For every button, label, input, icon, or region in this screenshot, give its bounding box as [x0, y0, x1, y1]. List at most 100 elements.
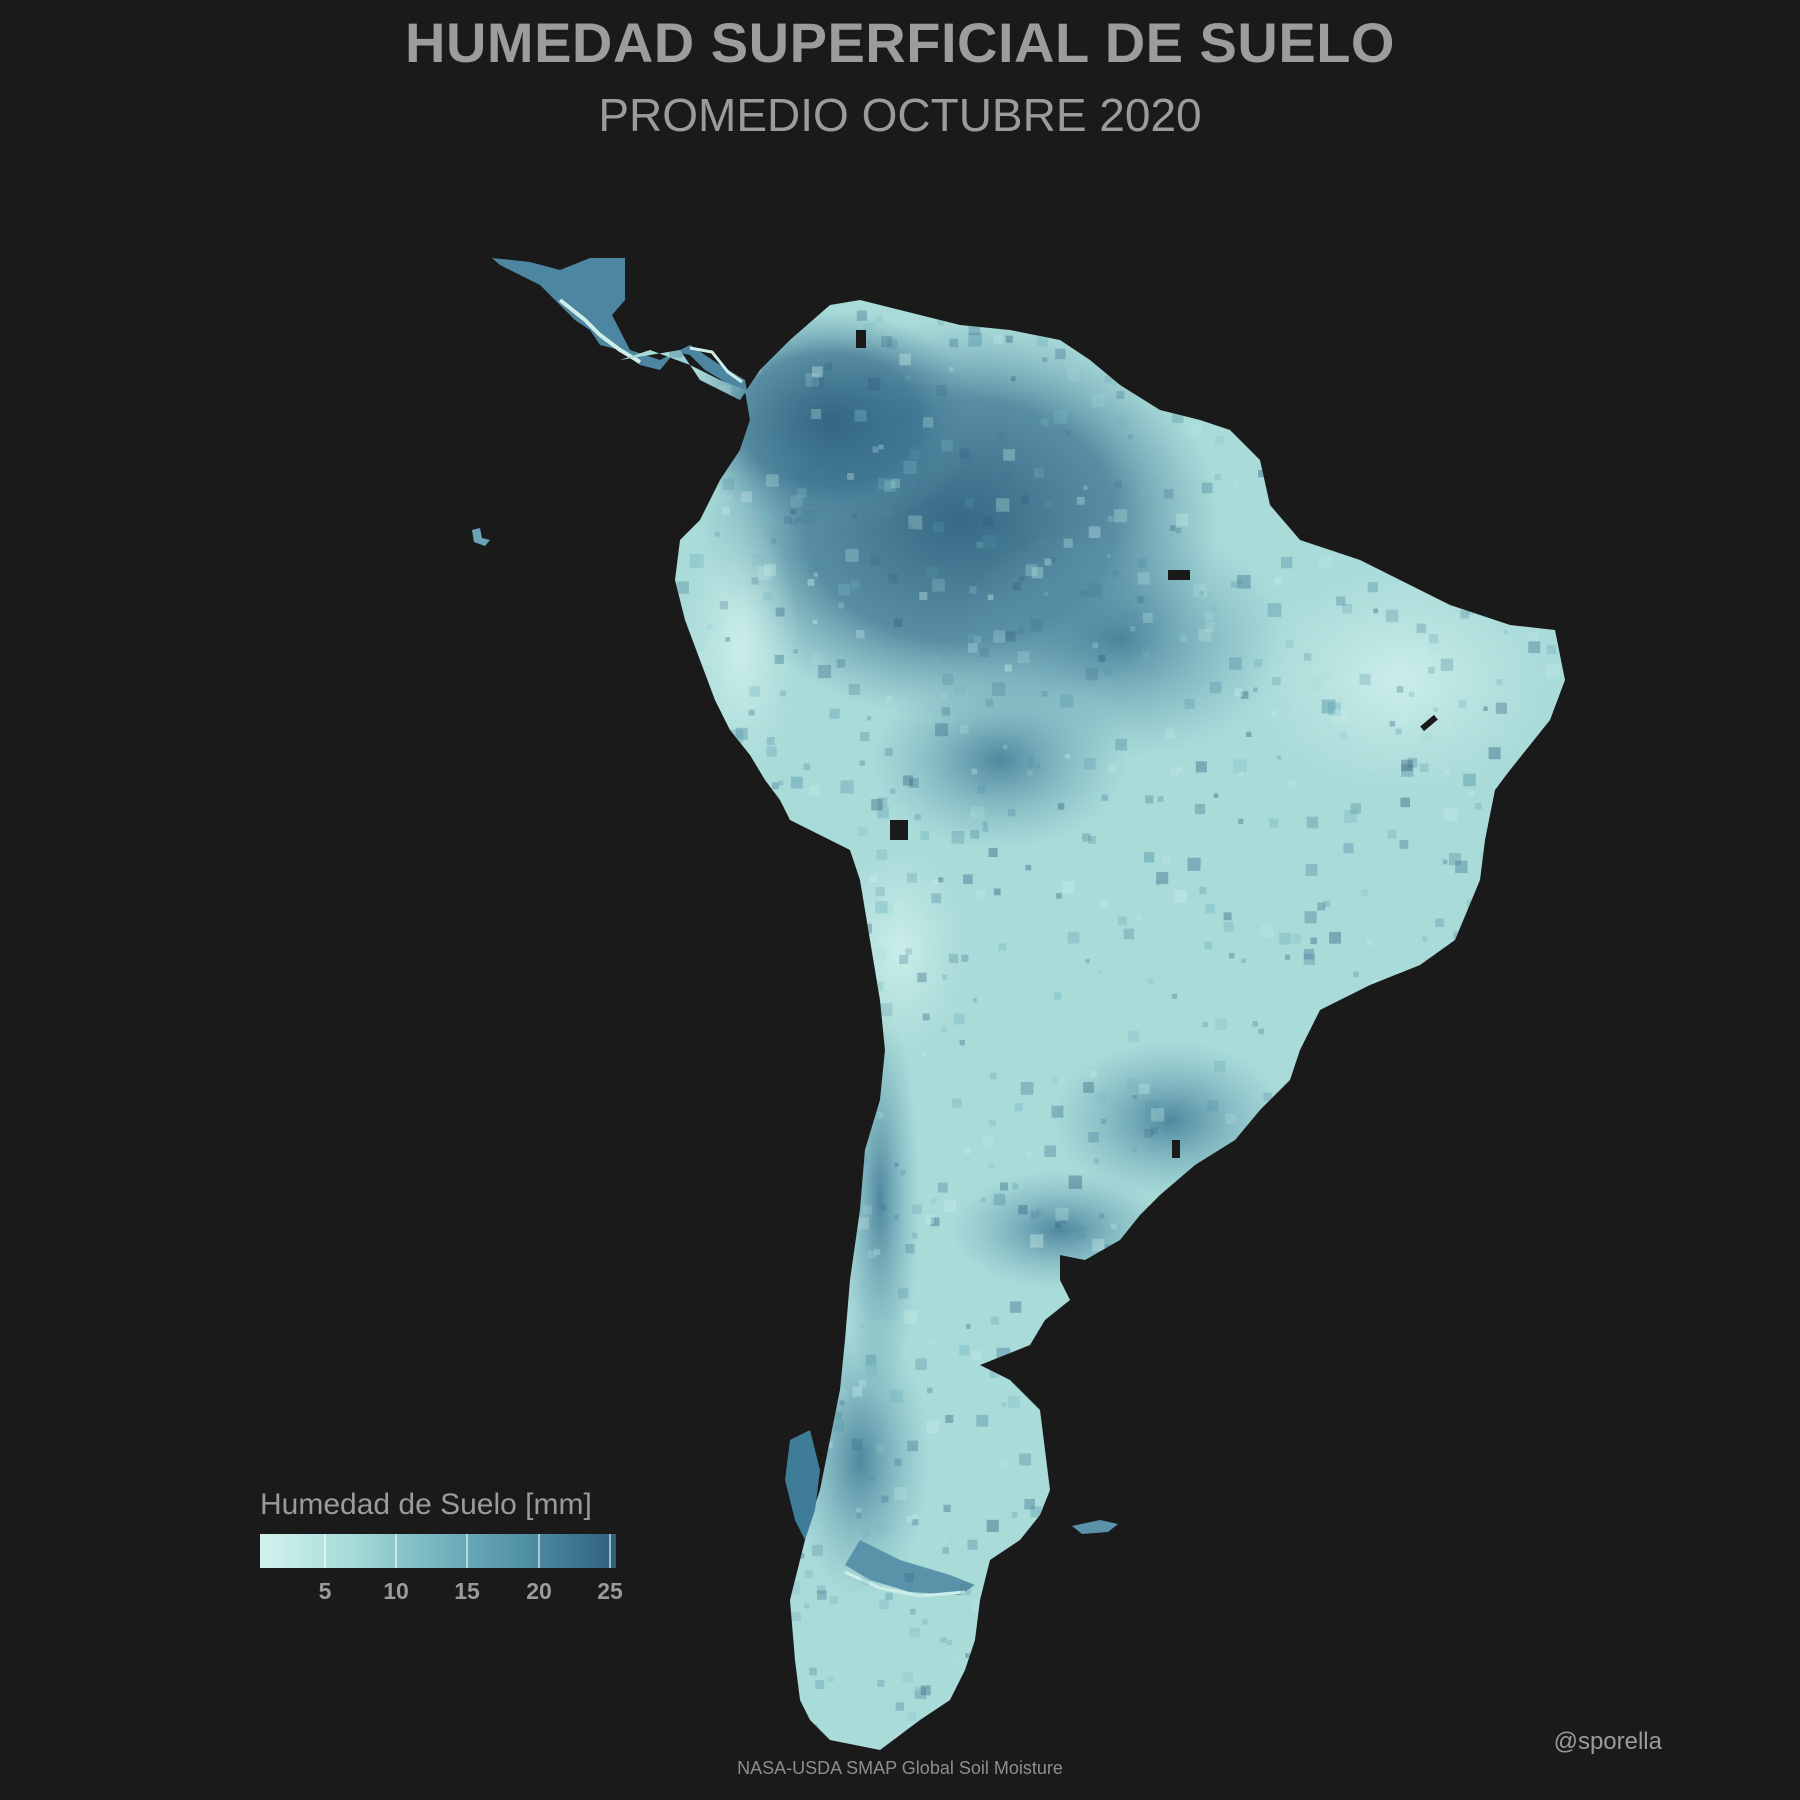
raster-cell: [707, 323, 719, 335]
raster-cell: [1358, 993, 1368, 1003]
raster-cell: [729, 729, 744, 744]
raster-cell: [1300, 522, 1311, 534]
raster-cell: [1455, 860, 1468, 874]
raster-cell: [1012, 1183, 1019, 1190]
raster-cell: [1072, 1563, 1078, 1569]
legend-tick-label: 20: [526, 1578, 552, 1604]
raster-cell: [1419, 763, 1429, 773]
raster-cell: [1069, 1729, 1081, 1741]
raster-cell: [1351, 1051, 1365, 1065]
raster-cell: [1543, 1692, 1556, 1706]
raster-cell: [977, 485, 982, 490]
raster-cell: [646, 1407, 660, 1421]
raster-cell: [777, 1099, 791, 1113]
raster-cell: [986, 1519, 999, 1532]
raster-cell: [1192, 1504, 1202, 1514]
raster-cell: [928, 1340, 934, 1346]
raster-cell: [1485, 1203, 1495, 1214]
raster-cell: [778, 1653, 789, 1665]
raster-cell: [1290, 1558, 1303, 1571]
raster-cell: [663, 637, 670, 644]
raster-cell: [980, 648, 989, 657]
raster-cell: [997, 432, 1007, 442]
raster-cell: [1089, 1070, 1097, 1078]
raster-cell: [840, 780, 854, 794]
raster-cell: [1125, 1120, 1137, 1132]
raster-cell: [710, 1641, 722, 1653]
raster-cell: [995, 1705, 1005, 1715]
raster-cell: [1537, 774, 1547, 783]
raster-cell: [969, 586, 977, 594]
raster-cell: [1104, 1258, 1109, 1263]
raster-cell: [982, 1136, 994, 1148]
raster-cell: [1261, 1182, 1270, 1191]
raster-cell: [726, 580, 739, 593]
raster-cell: [1361, 1480, 1374, 1494]
raster-cell: [771, 1397, 779, 1406]
raster-cell: [683, 1128, 691, 1136]
raster-cell: [1151, 1108, 1165, 1122]
raster-cell: [1275, 1093, 1283, 1100]
raster-cell: [1028, 1624, 1035, 1631]
raster-cell: [1528, 1218, 1533, 1224]
raster-cell: [754, 1313, 768, 1327]
raster-cell: [1007, 1395, 1020, 1408]
raster-cell: [740, 1397, 754, 1412]
raster-cell: [1275, 1403, 1288, 1416]
raster-cell: [1403, 1237, 1416, 1251]
raster-cell: [1012, 582, 1021, 591]
raster-cell: [683, 1138, 693, 1148]
raster-cell: [713, 903, 728, 918]
raster-cell: [1470, 1292, 1482, 1304]
raster-cell: [1428, 667, 1435, 674]
raster-cell: [908, 1679, 920, 1691]
raster-cell: [768, 966, 775, 974]
panama-coast: [689, 346, 743, 384]
raster-cell: [1333, 709, 1348, 724]
raster-cell: [756, 322, 769, 335]
raster-cell: [890, 478, 901, 489]
raster-cell: [1342, 604, 1352, 614]
raster-cell: [1303, 949, 1315, 960]
raster-cell: [1003, 1622, 1014, 1634]
raster-cell: [1014, 1102, 1023, 1112]
raster-cell: [1475, 1356, 1490, 1371]
raster-cell: [1030, 1506, 1042, 1518]
raster-cell: [879, 1599, 889, 1610]
legend-colorbar: [260, 1534, 616, 1568]
raster-cell: [809, 785, 820, 796]
raster-cell: [839, 1400, 845, 1406]
raster-cell: [862, 923, 872, 934]
raster-cell: [1519, 1047, 1530, 1058]
raster-cell: [1161, 335, 1169, 343]
raster-cell: [1553, 323, 1564, 334]
raster-cell: [1237, 575, 1251, 589]
raster-cell: [1501, 1039, 1513, 1051]
raster-cell: [1173, 1528, 1182, 1538]
raster-cell: [1574, 1115, 1588, 1129]
raster-cell: [1255, 311, 1260, 316]
raster-cell: [814, 1131, 827, 1144]
raster-cell: [768, 938, 780, 949]
raster-cell: [1175, 527, 1182, 534]
raster-cell: [850, 1195, 860, 1205]
raster-cell: [1547, 1485, 1555, 1493]
raster-cell: [704, 1319, 719, 1333]
raster-cell: [1337, 1136, 1351, 1150]
raster-cell: [1421, 1260, 1436, 1275]
raster-cell: [865, 1354, 876, 1366]
raster-cell: [1092, 1238, 1105, 1252]
raster-cell: [926, 1420, 940, 1434]
raster-cell: [903, 1310, 918, 1324]
raster-cell: [1263, 1092, 1272, 1102]
raster-cell: [1201, 1656, 1212, 1667]
raster-cell: [1275, 1422, 1282, 1429]
raster-cell: [692, 1017, 705, 1030]
raster-cell: [1235, 1237, 1240, 1242]
raster-cell: [808, 1390, 818, 1400]
raster-cell: [738, 1210, 743, 1215]
raster-cell: [1207, 1372, 1217, 1382]
raster-cell: [964, 498, 975, 508]
raster-cell: [818, 665, 832, 679]
raster-cell: [1497, 1481, 1504, 1488]
